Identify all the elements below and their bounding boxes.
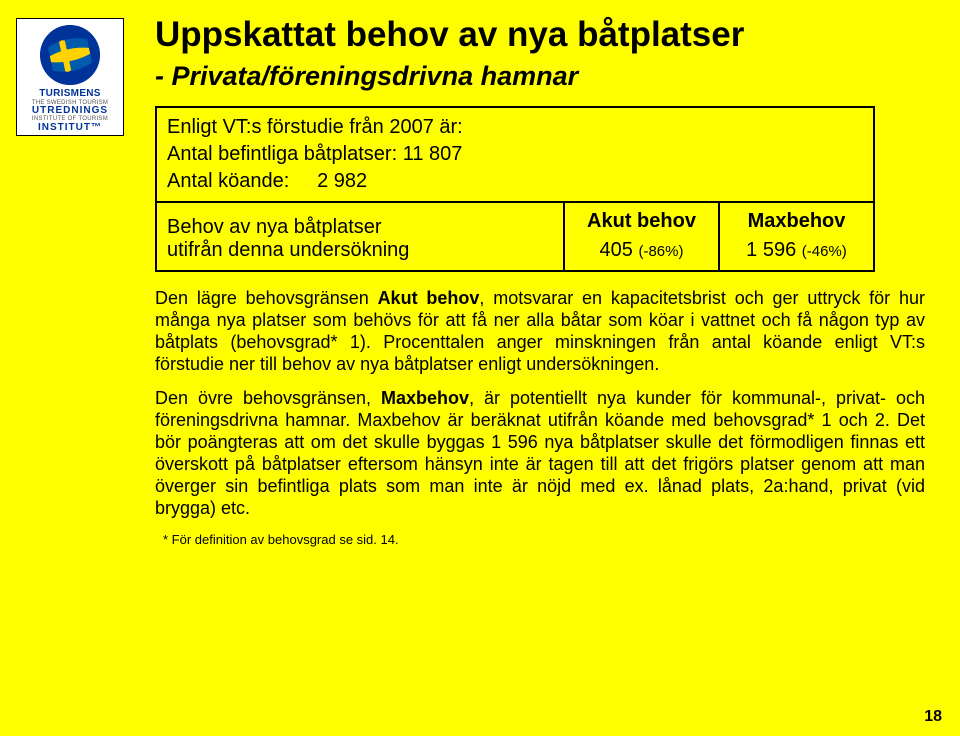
col1-head: Akut behov [573, 209, 710, 233]
col1-val: 405 (-86%) [573, 239, 710, 262]
logo-text: TURISMENS THE SWEDISH TOURISM UTREDNINGS… [32, 89, 108, 133]
need-label-l1: Behov av nya båtplatser [167, 216, 553, 239]
table-col-akut: Akut behov 405 (-86%) [563, 203, 718, 270]
logo-line1: TURISMENS [32, 89, 108, 100]
col2-val: 1 596 (-46%) [728, 239, 865, 262]
footnote: * För definition av behovsgrad se sid. 1… [163, 532, 925, 548]
body-text: Den lägre behovsgränsen Akut behov, mots… [155, 288, 925, 547]
paragraph-1: Den lägre behovsgränsen Akut behov, mots… [155, 288, 925, 376]
table-row2-value: 2 982 [317, 170, 367, 192]
table-row2-label: Antal köande: [167, 170, 289, 192]
paragraph-2: Den övre behovsgränsen, Maxbehov, är pot… [155, 388, 925, 520]
logo-circle [40, 25, 100, 85]
table-top: Enligt VT:s förstudie från 2007 är: Anta… [157, 108, 873, 203]
page-title: Uppskattat behov av nya båtplatser [155, 15, 935, 55]
p2b: Maxbehov [381, 388, 469, 408]
logo-box: TURISMENS THE SWEDISH TOURISM UTREDNINGS… [16, 18, 124, 136]
page-number: 18 [924, 708, 942, 726]
logo-line5: INSTITUT™ [32, 123, 108, 134]
data-table: Enligt VT:s förstudie från 2007 är: Anta… [155, 106, 875, 272]
table-intro: Enligt VT:s förstudie från 2007 är: [167, 114, 863, 141]
table-col-max: Maxbehov 1 596 (-46%) [718, 203, 873, 270]
table-need-label: Behov av nya båtplatser utifrån denna un… [157, 203, 563, 270]
table-row1: Antal befintliga båtplatser: 11 807 [167, 141, 863, 168]
col2-head: Maxbehov [728, 209, 865, 233]
logo-line3: UTREDNINGS [32, 106, 108, 117]
p2a: Den övre behovsgränsen, [155, 388, 381, 408]
col2-pct: (-46%) [802, 243, 847, 260]
table-row2: Antal köande: 2 982 [167, 168, 863, 195]
col1-num: 405 [600, 239, 633, 261]
p1a: Den lägre behovsgränsen [155, 288, 378, 308]
page-subtitle: - Privata/föreningsdrivna hamnar [155, 61, 935, 92]
table-bottom: Behov av nya båtplatser utifrån denna un… [157, 203, 873, 270]
col2-num: 1 596 [746, 239, 796, 261]
need-label-l2: utifrån denna undersökning [167, 239, 553, 262]
slide-content: Uppskattat behov av nya båtplatser - Pri… [155, 15, 935, 548]
p1b: Akut behov [378, 288, 480, 308]
logo-flag-icon [40, 25, 100, 85]
col1-pct: (-86%) [638, 243, 683, 260]
